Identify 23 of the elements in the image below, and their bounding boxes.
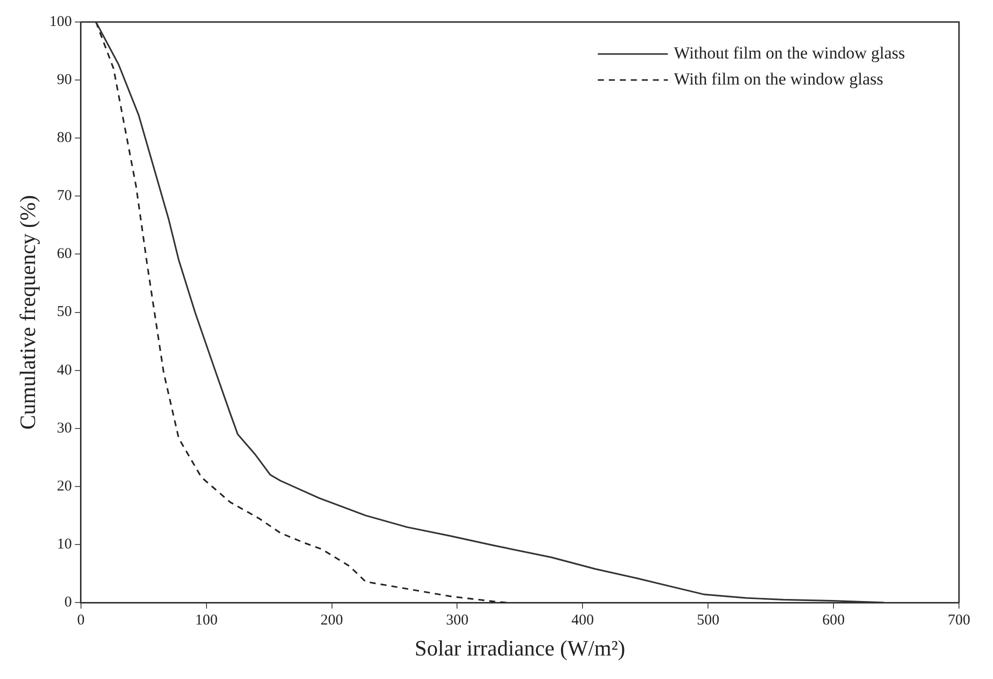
y-tick-label: 70 <box>56 188 72 204</box>
y-tick-label: 20 <box>56 478 72 494</box>
y-tick-label: 50 <box>56 304 72 320</box>
x-tick-label: 0 <box>77 612 85 629</box>
x-tick-label: 600 <box>822 612 845 629</box>
x-tick-label: 200 <box>320 612 344 629</box>
y-tick-label: 90 <box>56 72 72 88</box>
x-tick-label: 400 <box>571 612 594 629</box>
y-tick-label: 0 <box>64 594 72 611</box>
x-tick-label: 300 <box>446 612 468 629</box>
x-tick-label: 700 <box>948 612 970 629</box>
x-tick-label: 100 <box>195 612 218 629</box>
x-axis-title: Solar irradiance (W/m²) <box>414 636 626 661</box>
y-tick-label: 10 <box>56 536 72 552</box>
legend-label: With film on the window glass <box>674 69 884 88</box>
y-tick-label: 60 <box>56 246 72 262</box>
x-tick-label: 500 <box>696 612 720 629</box>
y-tick-label: 100 <box>49 14 72 30</box>
y-tick-label: 30 <box>56 420 72 436</box>
y-tick-label: 80 <box>56 130 72 146</box>
y-axis-title: Cumulative frequency (%) <box>14 195 40 430</box>
y-tick-label: 40 <box>56 362 72 378</box>
legend-label: Without film on the window glass <box>674 43 906 62</box>
